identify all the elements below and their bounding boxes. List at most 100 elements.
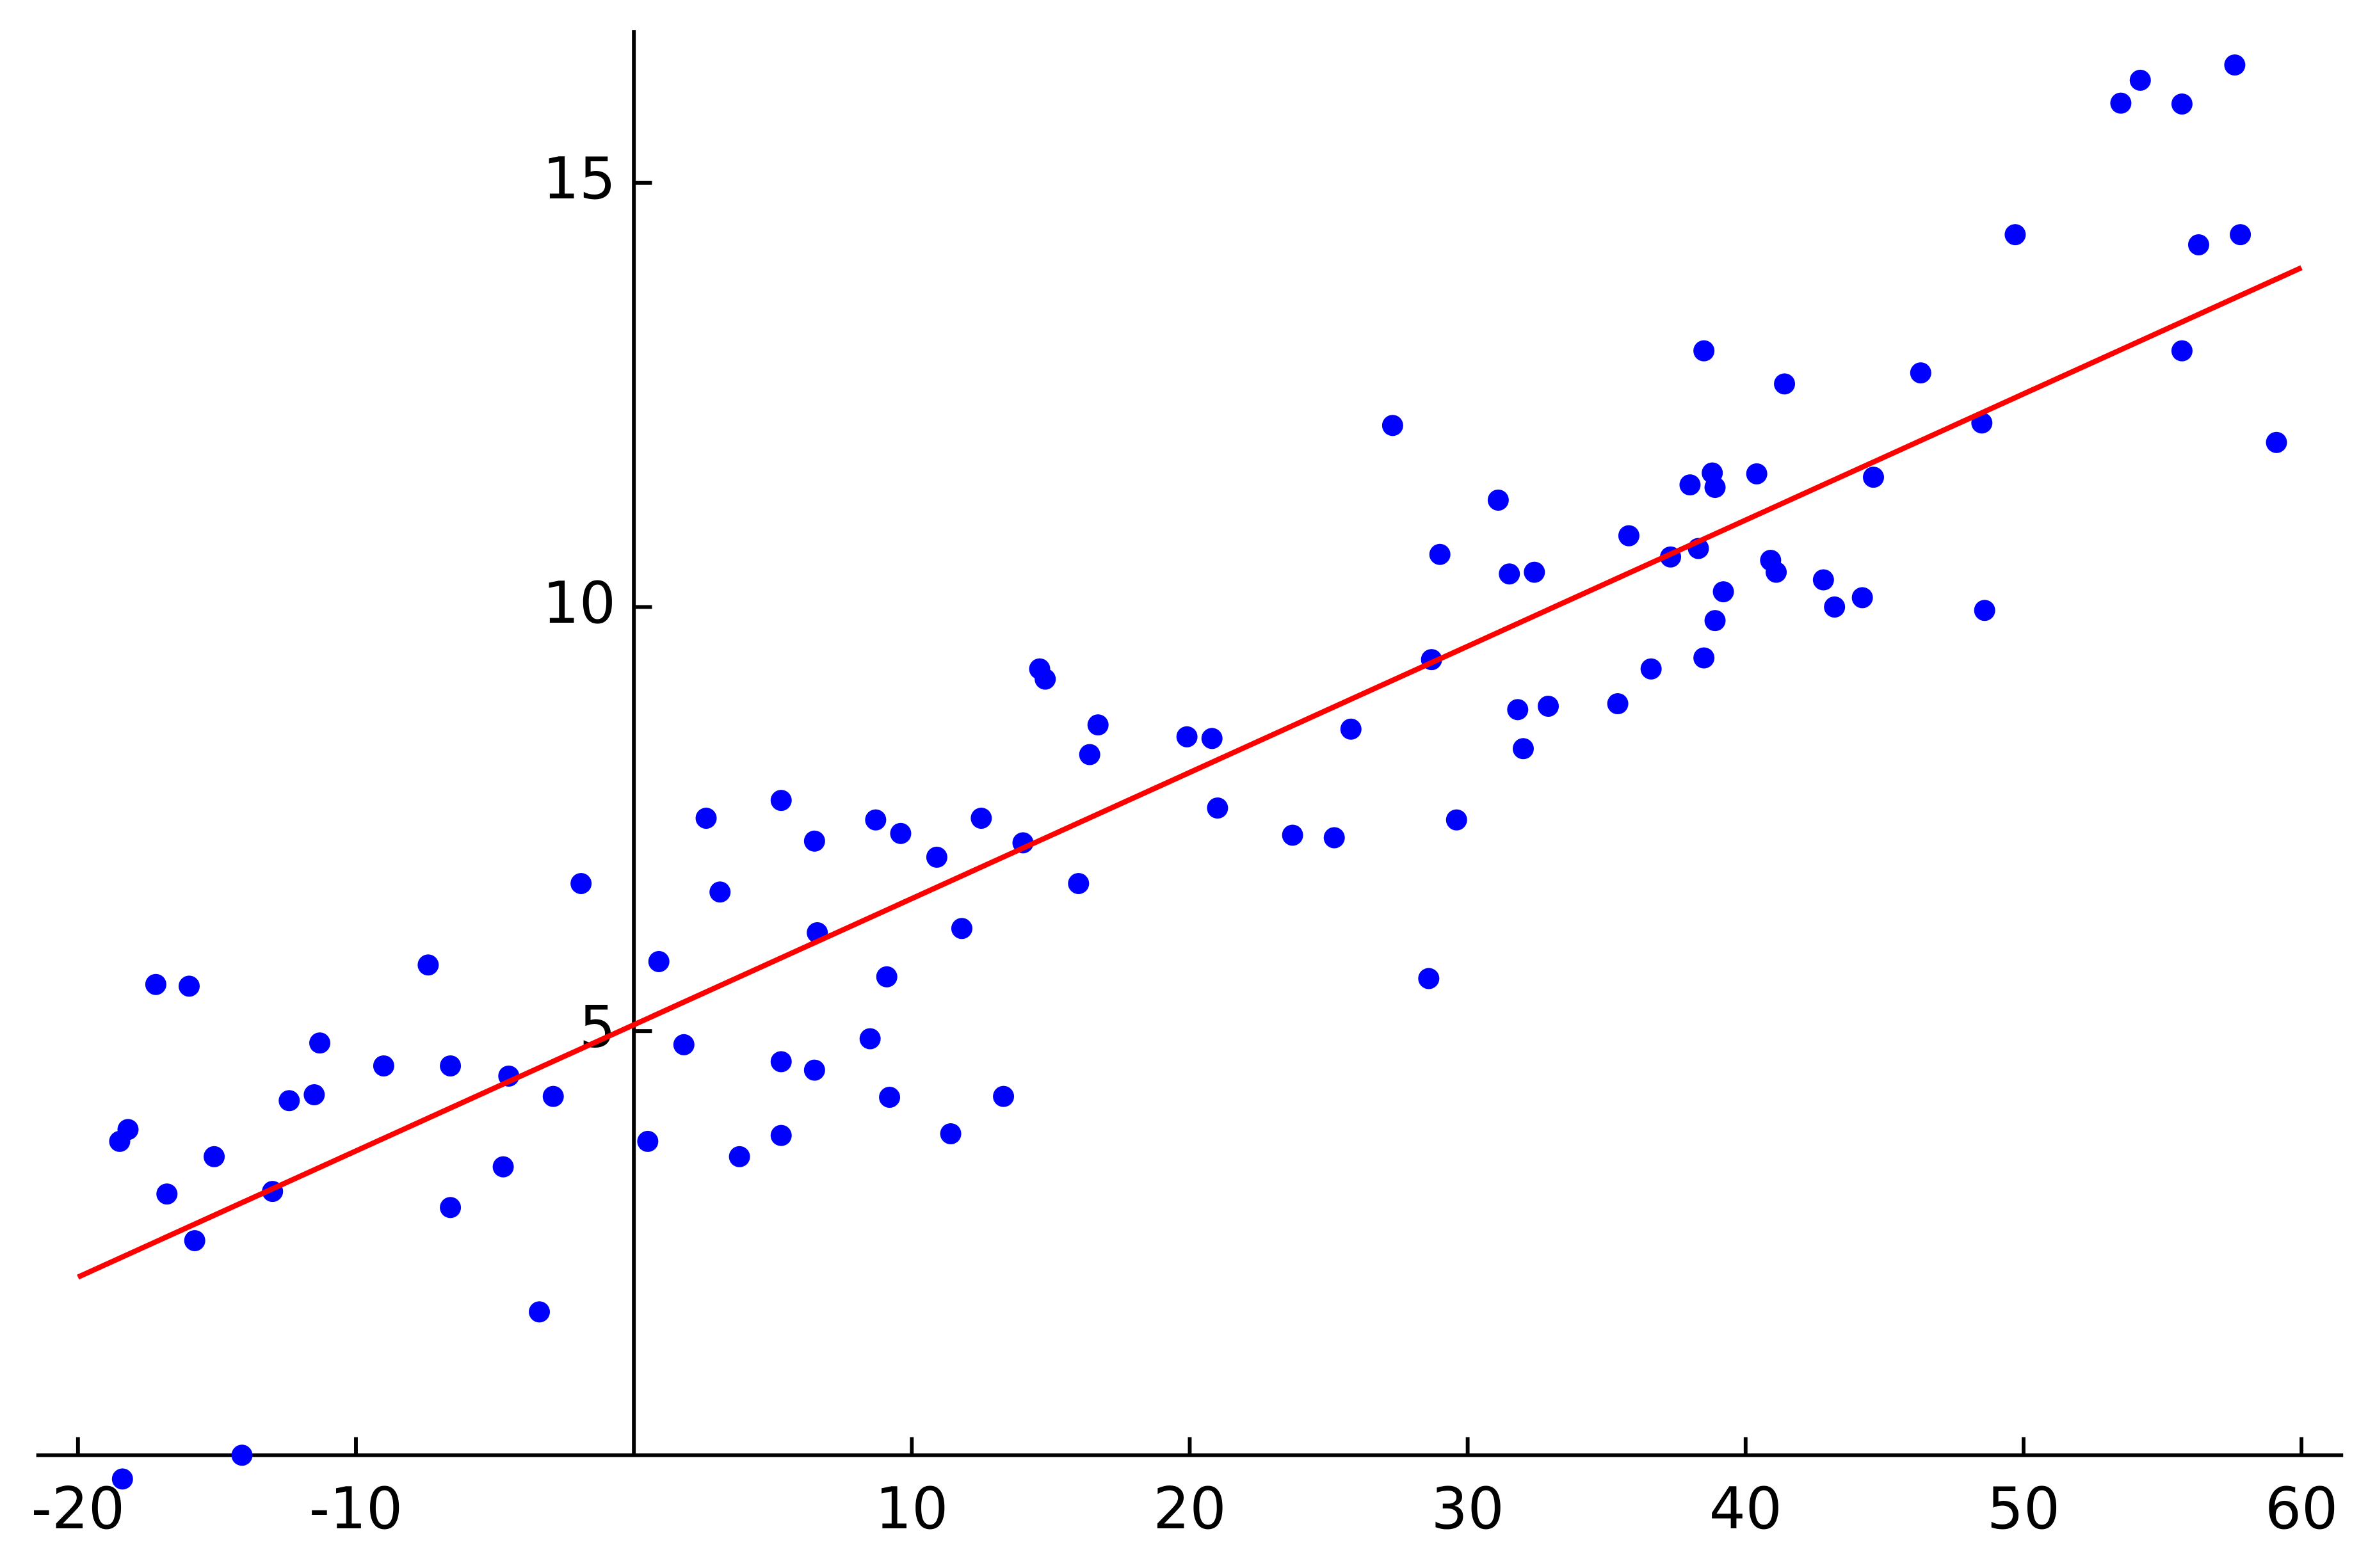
- point: [1693, 340, 1715, 362]
- point: [1824, 596, 1846, 618]
- point: [1418, 968, 1440, 989]
- point: [1079, 744, 1100, 765]
- point: [417, 954, 439, 976]
- point: [1340, 718, 1362, 740]
- point: [1323, 827, 1345, 849]
- point: [117, 1119, 139, 1140]
- point: [204, 1146, 225, 1167]
- point: [770, 1124, 792, 1146]
- point: [231, 1444, 253, 1466]
- point: [309, 1032, 331, 1054]
- x-tick-label: -10: [309, 1476, 403, 1542]
- point: [1910, 362, 1931, 384]
- point: [2110, 92, 2132, 114]
- point: [803, 830, 825, 852]
- point: [1974, 600, 1995, 621]
- point: [803, 1059, 825, 1081]
- point: [971, 807, 992, 829]
- point: [926, 846, 947, 868]
- point: [156, 1183, 178, 1205]
- point: [1087, 714, 1109, 736]
- point: [373, 1055, 394, 1076]
- point: [2171, 340, 2193, 362]
- point: [1607, 693, 1629, 715]
- point: [1812, 569, 1834, 591]
- point: [278, 1090, 300, 1112]
- point: [2129, 69, 2151, 91]
- point: [440, 1055, 462, 1076]
- point: [673, 1034, 695, 1055]
- x-tick-label: 10: [875, 1476, 948, 1542]
- point: [1282, 824, 1303, 846]
- point: [648, 950, 670, 972]
- point: [529, 1301, 551, 1323]
- y-tick-label: 15: [543, 146, 616, 212]
- x-tick-label: 60: [2265, 1476, 2338, 1542]
- point: [1068, 872, 1090, 895]
- point: [184, 1229, 205, 1251]
- point: [1862, 467, 1885, 488]
- point: [709, 881, 731, 903]
- point: [1712, 581, 1734, 603]
- point: [1704, 477, 1726, 499]
- point: [1524, 561, 1545, 583]
- point: [876, 966, 898, 988]
- point: [1618, 525, 1639, 547]
- point: [1640, 658, 1662, 680]
- point: [178, 975, 200, 997]
- point: [1201, 728, 1223, 749]
- point: [770, 1051, 792, 1073]
- point: [1774, 373, 1796, 395]
- point: [1512, 738, 1534, 760]
- x-tick-label: 50: [1987, 1476, 2060, 1542]
- x-tick-label: -20: [31, 1476, 125, 1542]
- point: [1766, 561, 1787, 583]
- point: [2224, 54, 2246, 76]
- point: [1499, 563, 1520, 585]
- point: [1487, 489, 1509, 511]
- x-tick-label: 30: [1431, 1476, 1504, 1542]
- point: [492, 1156, 514, 1178]
- point: [993, 1085, 1015, 1107]
- y-tick-label: 5: [579, 995, 616, 1061]
- point: [570, 872, 592, 895]
- point: [1538, 695, 1559, 717]
- point: [1381, 415, 1403, 436]
- point: [1704, 610, 1726, 632]
- point: [2230, 224, 2251, 246]
- point: [729, 1146, 750, 1167]
- point: [1446, 809, 1467, 831]
- y-tick-label: 10: [543, 570, 616, 637]
- point: [1679, 474, 1701, 496]
- point: [1429, 543, 1451, 565]
- point: [695, 807, 717, 829]
- point: [865, 809, 887, 831]
- point: [1693, 647, 1715, 669]
- point: [542, 1085, 564, 1107]
- point: [1507, 699, 1529, 721]
- point: [890, 822, 912, 844]
- point: [2187, 234, 2209, 256]
- x-tick-label: 20: [1153, 1476, 1226, 1542]
- point: [303, 1084, 325, 1106]
- point: [940, 1123, 962, 1145]
- point: [145, 973, 166, 995]
- point: [1176, 726, 1198, 748]
- point: [951, 918, 972, 940]
- point: [879, 1086, 901, 1108]
- point: [1851, 587, 1873, 609]
- point: [2004, 224, 2026, 246]
- point: [1207, 797, 1228, 819]
- point: [2171, 93, 2193, 115]
- point: [1035, 668, 1056, 690]
- point: [1746, 463, 1768, 484]
- point: [440, 1197, 462, 1219]
- point: [637, 1130, 659, 1152]
- point: [859, 1028, 881, 1050]
- fit-line: [77, 265, 2303, 1280]
- point: [770, 790, 792, 812]
- point: [111, 1468, 133, 1490]
- x-tick-label: 40: [1709, 1476, 1782, 1542]
